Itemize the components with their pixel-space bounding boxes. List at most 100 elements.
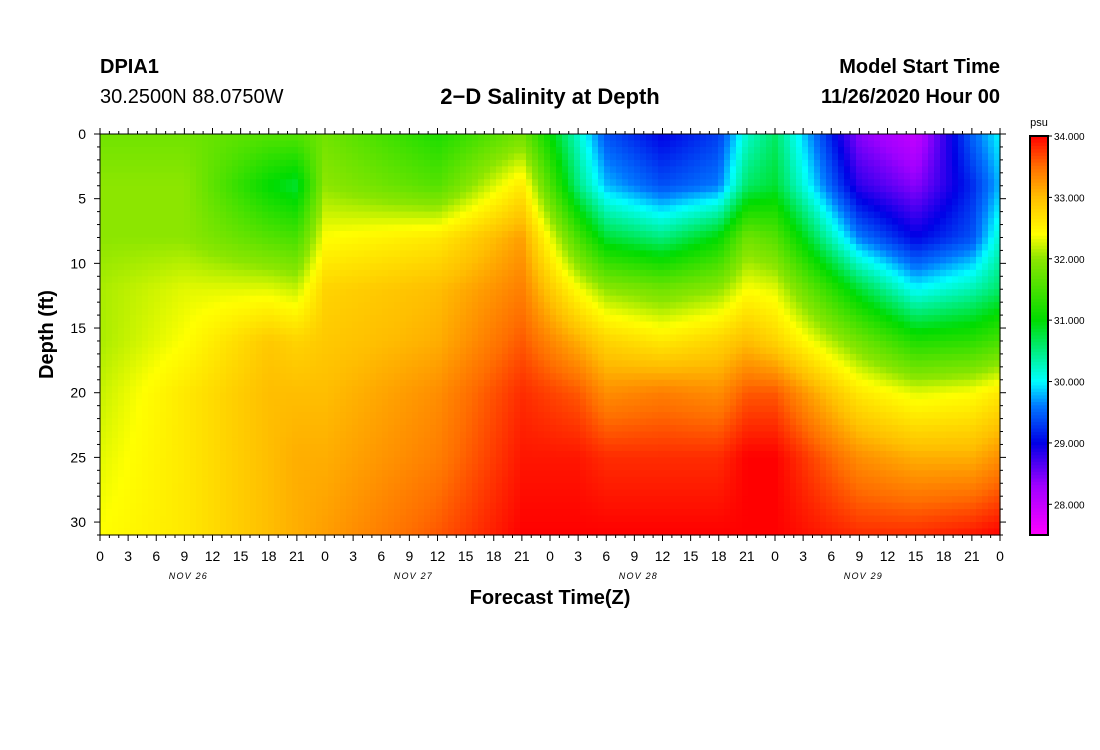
heatmap-cell xyxy=(484,134,491,142)
heatmap-cell xyxy=(826,243,833,252)
heatmap-cell xyxy=(262,224,269,232)
heatmap-cell xyxy=(964,276,971,284)
heatmap-cell xyxy=(184,140,191,148)
heatmap-cell xyxy=(520,289,527,297)
heatmap-cell xyxy=(928,159,935,167)
heatmap-cell xyxy=(580,140,587,148)
heatmap-cell xyxy=(784,134,791,142)
heatmap-cell xyxy=(670,256,677,264)
heatmap-cell xyxy=(790,192,797,200)
heatmap-cell xyxy=(550,185,557,193)
heatmap-cell xyxy=(856,256,863,264)
heatmap-cell xyxy=(802,166,809,174)
heatmap-cell xyxy=(730,224,737,232)
heatmap-cell xyxy=(124,231,131,239)
heatmap-cell xyxy=(766,179,773,187)
heatmap-cell xyxy=(214,198,221,206)
heatmap-cell xyxy=(670,315,677,323)
heatmap-cell xyxy=(112,159,119,167)
heatmap-cell xyxy=(274,140,281,148)
heatmap-cell xyxy=(580,205,587,213)
heatmap-cell xyxy=(808,218,815,226)
heatmap-cell xyxy=(178,282,185,290)
heatmap-cell xyxy=(934,211,941,219)
heatmap-cell xyxy=(298,334,305,342)
heatmap-cell xyxy=(454,205,461,213)
heatmap-cell xyxy=(268,166,275,174)
heatmap-cell xyxy=(190,146,197,155)
heatmap-cell xyxy=(814,211,821,219)
heatmap-cell xyxy=(328,159,335,167)
heatmap-cell xyxy=(910,205,917,213)
heatmap-cell xyxy=(676,340,683,349)
heatmap-cell xyxy=(370,334,377,342)
heatmap-cell xyxy=(622,295,629,303)
heatmap-cell xyxy=(652,289,659,297)
heatmap-cell xyxy=(376,340,383,349)
heatmap-cell xyxy=(898,276,905,284)
heatmap-cell xyxy=(700,302,707,310)
heatmap-cell xyxy=(508,250,515,258)
heatmap-cell xyxy=(778,134,785,142)
heatmap-cell xyxy=(358,192,365,200)
heatmap-cell xyxy=(928,237,935,245)
heatmap-cell xyxy=(754,198,761,206)
heatmap-cell xyxy=(766,153,773,161)
heatmap-cell xyxy=(688,237,695,245)
heatmap-cell xyxy=(268,192,275,200)
heatmap-cell xyxy=(106,263,113,271)
heatmap-cell xyxy=(742,205,749,213)
heatmap-cell xyxy=(550,308,557,316)
heatmap-cell xyxy=(274,159,281,167)
heatmap-cell xyxy=(856,269,863,277)
heatmap-cell xyxy=(166,185,173,193)
heatmap-cell xyxy=(460,211,467,219)
heatmap-cell xyxy=(844,340,851,349)
heatmap-cell xyxy=(424,146,431,155)
heatmap-cell xyxy=(430,250,437,258)
heatmap-cell xyxy=(832,134,839,142)
heatmap-cell xyxy=(904,231,911,239)
heatmap-cell xyxy=(208,172,215,180)
heatmap-cell xyxy=(214,328,221,336)
heatmap-cell xyxy=(898,134,905,142)
heatmap-cell xyxy=(748,269,755,277)
heatmap-cell xyxy=(910,185,917,193)
heatmap-cell xyxy=(136,224,143,232)
heatmap-cell xyxy=(148,146,155,155)
heatmap-cell xyxy=(928,192,935,200)
heatmap-cell xyxy=(724,276,731,284)
heatmap-cell xyxy=(532,256,539,264)
heatmap-cell xyxy=(790,263,797,271)
heatmap-cell xyxy=(322,269,329,277)
heatmap-cell xyxy=(490,134,497,142)
heatmap-cell xyxy=(406,205,413,213)
heatmap-cell xyxy=(556,334,563,342)
heatmap-cell xyxy=(658,140,665,148)
heatmap-cell xyxy=(964,198,971,206)
heatmap-cell xyxy=(322,289,329,297)
heatmap-cell xyxy=(214,263,221,271)
heatmap-cell xyxy=(442,269,449,277)
heatmap-cell xyxy=(736,205,743,213)
heatmap-cell xyxy=(802,269,809,277)
heatmap-cell xyxy=(154,192,161,200)
heatmap-cell xyxy=(634,146,641,155)
heatmap-cell xyxy=(226,243,233,252)
heatmap-cell xyxy=(196,140,203,148)
heatmap-cell xyxy=(502,295,509,303)
heatmap-cell xyxy=(892,159,899,167)
heatmap-cell xyxy=(916,321,923,329)
heatmap-cell xyxy=(556,328,563,336)
heatmap-cell xyxy=(640,321,647,329)
heatmap-cell xyxy=(580,185,587,193)
heatmap-cell xyxy=(160,192,167,200)
heatmap-cell xyxy=(808,134,815,142)
heatmap-cell xyxy=(868,243,875,252)
heatmap-cell xyxy=(904,250,911,258)
heatmap-cell xyxy=(592,224,599,232)
heatmap-cell xyxy=(592,250,599,258)
heatmap-cell xyxy=(454,308,461,316)
heatmap-cell xyxy=(256,159,263,167)
heatmap-cell xyxy=(916,192,923,200)
